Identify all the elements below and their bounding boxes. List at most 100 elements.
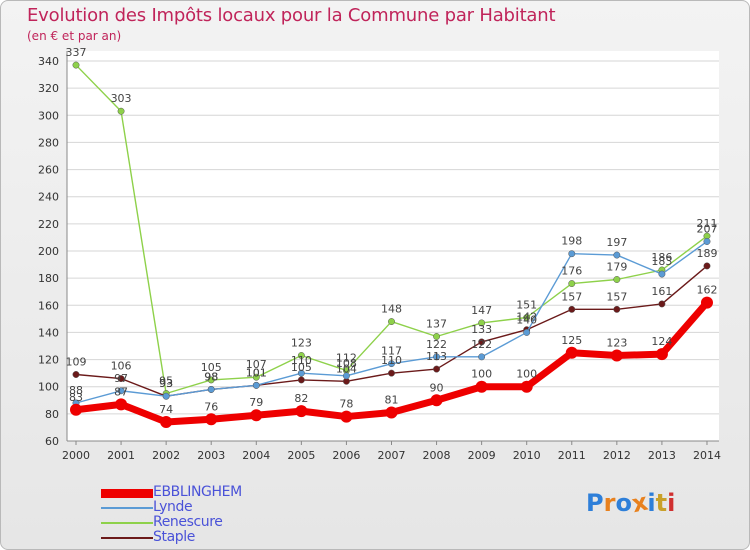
legend-label: Lynde	[153, 499, 193, 515]
x-tick-label: 2006	[332, 449, 360, 462]
data-point	[433, 353, 441, 361]
data-label: 104	[336, 362, 357, 375]
data-label: 303	[111, 92, 132, 105]
data-point	[475, 380, 488, 393]
data-label: 74	[159, 403, 173, 416]
data-label: 98	[204, 370, 218, 383]
data-label: 108	[336, 357, 357, 370]
brand-letter: P	[586, 489, 604, 517]
data-label: 101	[246, 366, 267, 379]
data-label: 133	[471, 323, 492, 336]
data-point	[297, 369, 305, 377]
data-label: 140	[516, 313, 537, 326]
data-point	[568, 250, 576, 258]
data-label: 76	[204, 400, 218, 413]
data-label: 189	[696, 247, 717, 260]
y-tick-label: 240	[38, 191, 59, 204]
data-label: 117	[381, 345, 402, 358]
data-label: 186	[651, 251, 672, 264]
y-tick-label: 200	[38, 245, 59, 258]
chart-subtitle: (en € et par an)	[27, 29, 122, 43]
data-point	[478, 319, 486, 327]
y-tick-label: 120	[38, 354, 59, 367]
data-label: 207	[696, 223, 717, 236]
y-tick-label: 280	[38, 136, 59, 149]
x-tick-label: 2014	[693, 449, 721, 462]
data-label: 93	[159, 377, 173, 390]
brand-letter: i	[667, 489, 676, 517]
data-point	[207, 385, 215, 393]
y-tick-label: 300	[38, 109, 59, 122]
data-label: 100	[471, 368, 492, 381]
data-label: 123	[291, 337, 312, 350]
legend-label: EBBLINGHEM	[153, 484, 242, 500]
legend-item: EBBLINGHEM	[101, 484, 321, 500]
data-label: 110	[381, 354, 402, 367]
data-label: 79	[249, 396, 263, 409]
data-label: 100	[516, 368, 537, 381]
chart-legend: EBBLINGHEM Lynde Renescure Staple	[101, 484, 321, 545]
data-point	[297, 376, 305, 384]
data-point	[478, 353, 486, 361]
data-point	[160, 416, 173, 428]
data-label: 122	[471, 338, 492, 351]
brand-letter: i	[647, 489, 656, 517]
data-point	[565, 346, 578, 359]
x-tick-label: 2000	[62, 449, 90, 462]
x-tick-label: 2005	[287, 449, 315, 462]
x-tick-label: 2001	[107, 449, 135, 462]
legend-swatch	[101, 537, 153, 539]
data-label: 106	[111, 360, 132, 373]
data-label: 98	[204, 370, 218, 383]
data-label: 142	[516, 311, 537, 324]
data-label: 83	[69, 391, 83, 404]
data-label: 125	[561, 334, 582, 347]
y-tick-label: 80	[45, 408, 59, 421]
y-tick-label: 340	[38, 55, 59, 68]
data-point	[252, 381, 260, 389]
data-label: 124	[651, 335, 672, 348]
data-point	[388, 318, 395, 326]
data-point	[72, 61, 80, 69]
data-point	[342, 372, 350, 380]
data-point	[117, 107, 125, 115]
data-label: 101	[246, 366, 267, 379]
data-point	[430, 394, 443, 407]
legend-swatch	[101, 489, 153, 498]
data-label: 157	[606, 290, 627, 303]
data-point	[655, 348, 668, 361]
data-point	[340, 410, 353, 423]
data-point	[523, 328, 531, 336]
data-label: 105	[291, 361, 312, 374]
x-tick-label: 2012	[603, 449, 631, 462]
y-tick-label: 260	[38, 164, 59, 177]
legend-item: Renescure	[101, 514, 321, 530]
x-tick-label: 2013	[648, 449, 676, 462]
data-label: 337	[66, 46, 87, 59]
brand-letter: o	[615, 489, 632, 517]
data-label: 78	[339, 398, 353, 411]
y-tick-label: 140	[38, 326, 59, 339]
data-point	[703, 262, 711, 270]
x-tick-label: 2004	[242, 449, 270, 462]
data-point	[568, 305, 576, 313]
data-label: 81	[384, 394, 398, 407]
data-label: 183	[651, 255, 672, 268]
x-tick-label: 2008	[423, 449, 451, 462]
data-point	[117, 387, 125, 395]
y-tick-label: 160	[38, 299, 59, 312]
data-label: 90	[430, 381, 444, 394]
data-label: 176	[561, 265, 582, 278]
y-tick-label: 60	[45, 435, 59, 448]
data-label: 211	[696, 217, 717, 230]
data-label: 151	[516, 299, 537, 312]
legend-label: Renescure	[153, 514, 223, 530]
data-label: 148	[381, 303, 402, 316]
data-point	[162, 392, 170, 400]
data-point	[658, 270, 666, 278]
data-point	[115, 398, 128, 411]
data-label: 113	[426, 350, 447, 363]
x-tick-label: 2009	[468, 449, 496, 462]
